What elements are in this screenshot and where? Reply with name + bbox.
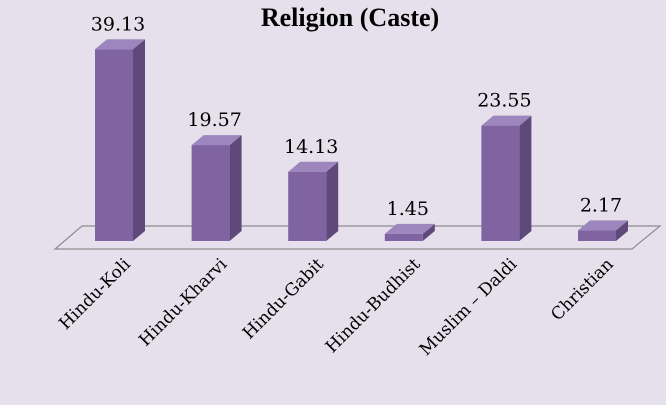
- bar-top: [578, 220, 628, 231]
- data-label: 39.13: [91, 13, 145, 35]
- data-label: 23.55: [477, 90, 531, 112]
- bar-top: [288, 161, 339, 172]
- data-label: 19.57: [187, 109, 241, 131]
- bar-side: [326, 161, 339, 241]
- bar-side: [519, 115, 532, 241]
- data-label: 14.13: [284, 136, 338, 158]
- bar-side: [133, 39, 145, 241]
- bar: [95, 49, 133, 241]
- bar: [288, 171, 327, 241]
- bar-top: [191, 135, 242, 146]
- bar: [578, 230, 616, 241]
- bar-side: [422, 223, 435, 241]
- bar-top: [384, 223, 435, 234]
- bar: [481, 125, 520, 241]
- data-label: 2.17: [580, 194, 622, 216]
- floor: [53, 225, 662, 250]
- bar-side: [616, 220, 628, 241]
- bar-top: [95, 39, 145, 50]
- bar: [384, 233, 423, 241]
- data-label: 1.45: [387, 198, 429, 220]
- chart-title: Religion (Caste): [261, 3, 439, 32]
- bar-top: [481, 115, 532, 126]
- bar-side: [229, 135, 242, 241]
- bar: [191, 145, 230, 241]
